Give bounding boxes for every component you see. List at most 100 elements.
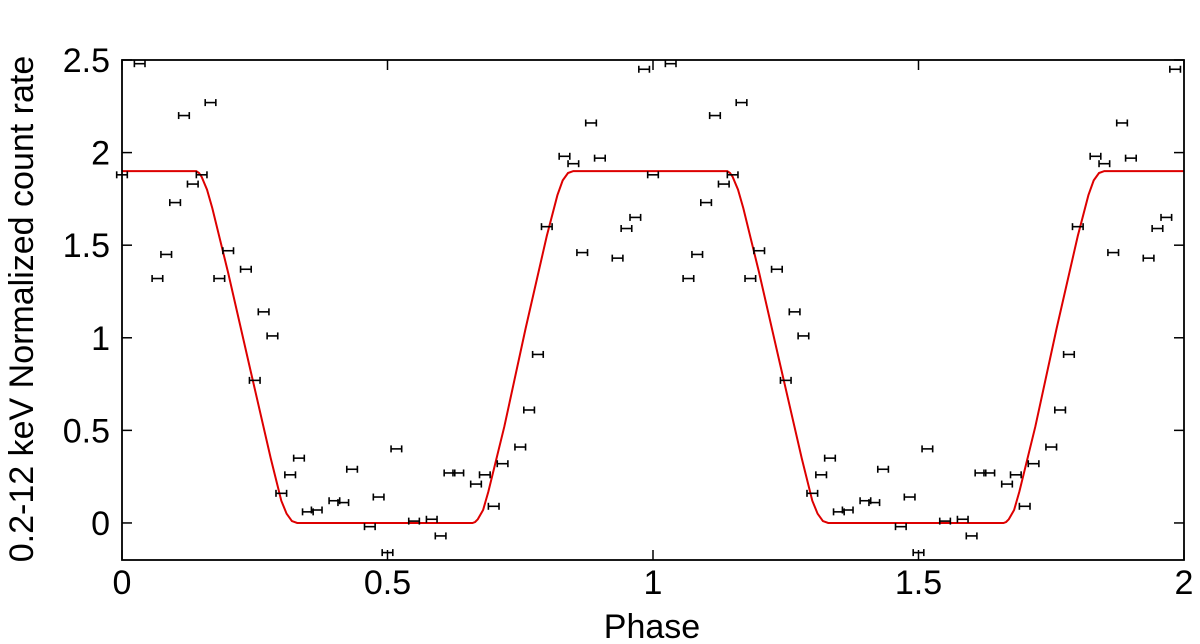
data-point (868, 499, 881, 507)
data-point (1124, 154, 1138, 162)
data-point (390, 445, 403, 453)
data-point (770, 265, 783, 273)
data-point (841, 506, 854, 514)
data-point (257, 308, 270, 316)
data-point (266, 332, 279, 340)
data-point (425, 515, 438, 523)
data-point (186, 180, 199, 188)
data-point (1089, 152, 1102, 160)
data-point (151, 275, 164, 283)
data-point (593, 154, 607, 162)
data-point (222, 247, 235, 255)
data-point (1071, 223, 1084, 231)
data-point (691, 250, 704, 258)
y-tick-label: 1.5 (63, 227, 110, 265)
data-point (744, 275, 757, 283)
data-point (1098, 160, 1111, 168)
data-point (965, 532, 978, 540)
data-point (753, 247, 766, 255)
data-point (1054, 406, 1067, 414)
data-point (735, 99, 748, 107)
data-point (876, 465, 890, 473)
data-point (938, 517, 952, 525)
data-point (363, 523, 376, 531)
data-point (292, 454, 306, 462)
data-point (310, 506, 323, 514)
data-point (1000, 480, 1014, 488)
data-point (133, 60, 146, 68)
data-point (726, 171, 739, 179)
data-point (275, 489, 288, 497)
data-point (797, 332, 810, 340)
y-tick-label: 0 (91, 505, 110, 543)
data-point (177, 112, 191, 120)
data-point (1115, 119, 1129, 127)
data-point (664, 60, 677, 68)
data-point (921, 445, 934, 453)
data-point (629, 213, 642, 221)
data-point (983, 469, 996, 477)
data-point (611, 254, 624, 262)
plot-frame (121, 59, 1185, 561)
data-point (345, 465, 359, 473)
data-point (478, 471, 491, 479)
data-point (1018, 502, 1031, 510)
data-point (496, 460, 509, 468)
model-curve (122, 170, 1184, 524)
y-tick-label: 1 (91, 320, 110, 358)
data-point (284, 471, 297, 479)
data-point (1027, 460, 1040, 468)
data-point (779, 376, 792, 384)
data-point (646, 171, 660, 179)
data-point (434, 532, 447, 540)
data-point (708, 112, 722, 120)
data-point (248, 376, 261, 384)
data-point (682, 275, 695, 283)
data-point (620, 225, 633, 233)
y-tick-label: 0.5 (63, 412, 110, 450)
data-point (558, 152, 571, 160)
data-point (337, 499, 350, 507)
x-tick-label: 1.5 (895, 564, 942, 602)
data-point (788, 308, 801, 316)
data-point (195, 171, 208, 179)
data-point (894, 523, 907, 531)
x-tick-label: 0 (113, 564, 132, 602)
data-point (567, 160, 580, 168)
data-point (1107, 249, 1120, 257)
data-point (1151, 225, 1164, 233)
data-point (204, 99, 217, 107)
data-point (717, 180, 730, 188)
data-point (638, 65, 651, 73)
data-point (1009, 471, 1022, 479)
x-tick-label: 0.5 (364, 564, 411, 602)
data-point (1160, 213, 1173, 221)
data-point (823, 454, 837, 462)
data-point (452, 469, 465, 477)
data-point (168, 199, 182, 207)
data-point (576, 249, 589, 257)
data-point (469, 480, 483, 488)
data-point (815, 471, 828, 479)
data-point (160, 250, 173, 258)
data-point (1142, 254, 1155, 262)
data-point (806, 489, 819, 497)
data-point (956, 515, 969, 523)
data-point (523, 406, 536, 414)
data-point (540, 223, 553, 231)
y-tick-label: 2.5 (63, 42, 110, 80)
data-point (1169, 65, 1182, 73)
data-point (1045, 443, 1058, 451)
data-point (213, 275, 226, 283)
data-point (531, 350, 545, 358)
data-point (239, 265, 252, 273)
x-tick-label: 1 (644, 564, 663, 602)
data-point (1062, 350, 1076, 358)
data-point (903, 493, 916, 501)
data-point (372, 493, 385, 501)
data-point (514, 443, 527, 451)
data-point (487, 502, 500, 510)
data-point (407, 517, 421, 525)
x-tick-label: 2 (1175, 564, 1194, 602)
